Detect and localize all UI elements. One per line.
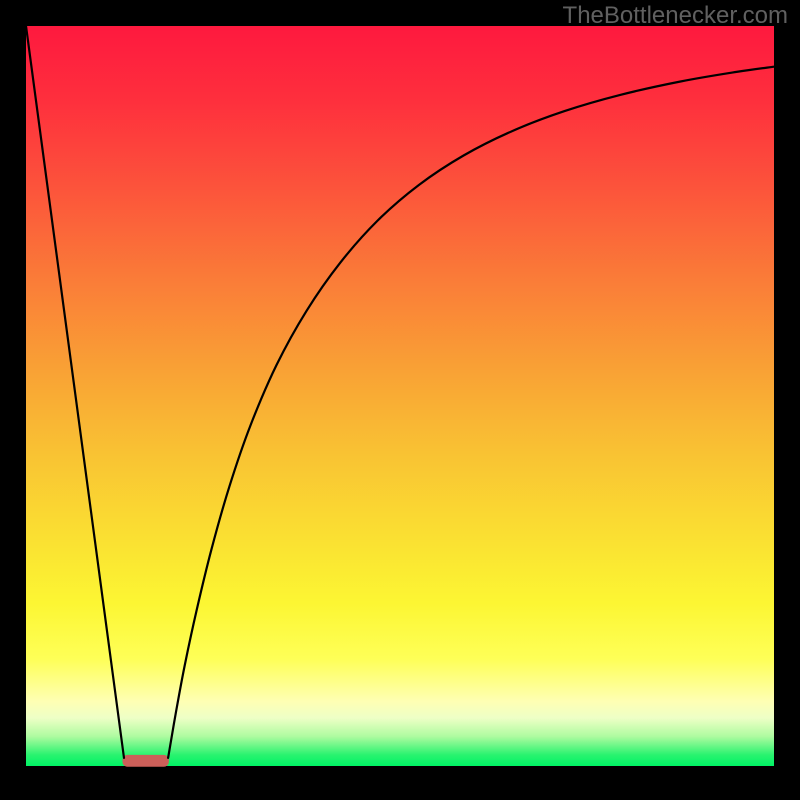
plot-background xyxy=(26,26,774,766)
watermark-text: TheBottlenecker.com xyxy=(563,2,788,30)
chart-svg xyxy=(0,0,800,800)
minimum-marker xyxy=(122,755,168,767)
bottleneck-chart: TheBottlenecker.com xyxy=(0,0,800,800)
